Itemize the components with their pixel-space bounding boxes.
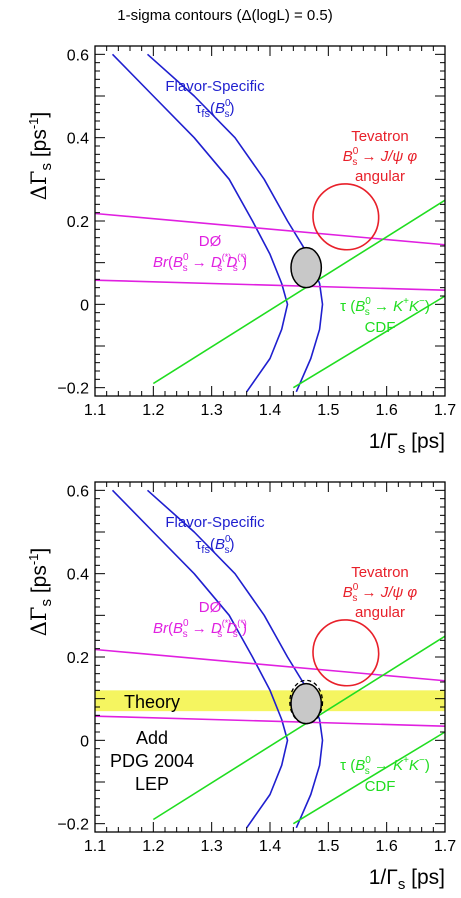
tevatron-ellipse <box>312 183 380 251</box>
flavor-specific-outer-curve <box>146 53 324 393</box>
x-tick-label: 1.2 <box>142 402 164 419</box>
x-tick-label: 1.5 <box>317 402 339 419</box>
y-tick-label: 0.4 <box>67 567 89 584</box>
x-tick-label: 1.6 <box>376 402 398 419</box>
y-tick-label: 0.6 <box>67 47 89 64</box>
cdf-upper-line <box>152 199 445 385</box>
tevatron-label: Tevatron <box>351 128 409 145</box>
cdf-label: CDF <box>365 319 396 336</box>
plot-area <box>95 53 445 393</box>
cdf-decay-label: τ (B0 s → K+K−) <box>340 296 430 318</box>
tau-fs-label: τfs(B0 s) <box>195 98 234 120</box>
ticks <box>94 45 446 397</box>
tau-fs-label: τfs(B0 s) <box>195 534 234 556</box>
y-tick-label: 0 <box>80 297 89 314</box>
theory-band <box>95 690 445 712</box>
flavor-specific-outer-curve <box>146 489 324 829</box>
pdg-2004-label: PDG 2004 <box>110 751 194 771</box>
tevatron-ellipse <box>312 619 380 687</box>
cdf-lower-line <box>292 295 445 389</box>
tevatron-angular-label: angular <box>355 168 405 185</box>
x-tick-label: 1.2 <box>142 838 164 855</box>
d0-label: DØ <box>199 599 222 616</box>
d0-lower-line <box>95 279 445 291</box>
tevatron-decay-label: B0 s → J/ψ φ <box>343 582 418 604</box>
x-tick-label: 1.1 <box>84 402 106 419</box>
cdf-label: CDF <box>365 778 396 795</box>
d0-br-label: Br(B0 s → D(*) s D(*) s ) <box>153 252 247 274</box>
cdf-decay-label: τ (B0 s → K+K−) <box>340 755 430 777</box>
x-tick-label: 1.7 <box>434 838 456 855</box>
lep-label: LEP <box>135 774 169 794</box>
x-axis-label: 1/Γs [ps] <box>369 866 445 893</box>
panel-top: 1.1 1.2 1.3 1.4 1.5 1.6 1.7 −0.2 0 0.2 0.4 0.6 1/Γs … <box>26 45 456 457</box>
x-axis-label: 1/Γs [ps] <box>369 430 445 457</box>
x-tick-label: 1.4 <box>259 838 281 855</box>
d0-label: DØ <box>199 233 222 250</box>
y-tick-label: 0.4 <box>67 131 89 148</box>
page-title: 1-sigma contours (Δ(logL) = 0.5) <box>117 7 333 24</box>
y-tick-label: −0.2 <box>57 381 89 398</box>
x-tick-label: 1.3 <box>201 402 223 419</box>
x-tick-label: 1.5 <box>317 838 339 855</box>
plot-area <box>95 489 445 829</box>
x-tick-label: 1.6 <box>376 838 398 855</box>
y-tick-label: 0.2 <box>67 650 89 667</box>
cdf-lower-line <box>292 731 445 825</box>
add-label: Add <box>136 728 168 748</box>
y-tick-label: 0.6 <box>67 483 89 500</box>
y-axis-label: ΔΓs [ps-1] <box>26 112 55 201</box>
tevatron-angular-label: angular <box>355 604 405 621</box>
tevatron-decay-label: B0 s → J/ψ φ <box>343 146 418 168</box>
tevatron-label: Tevatron <box>351 564 409 581</box>
d0-br-label: Br(B0 s → D(*) s D(*) s ) <box>153 618 247 640</box>
x-tick-label: 1.4 <box>259 402 281 419</box>
flavor-specific-inner-curve <box>111 53 289 393</box>
d0-upper-line <box>95 212 445 246</box>
combined-fit-ellipse <box>290 246 323 289</box>
flavor-specific-label: Flavor-Specific <box>165 78 265 95</box>
flavor-specific-inner-curve <box>111 489 289 829</box>
y-tick-label: 0 <box>80 733 89 750</box>
x-tick-label: 1.1 <box>84 838 106 855</box>
panel-bottom: 1.1 1.2 1.3 1.4 1.5 1.6 1.7 −0.2 0 0.2 0.4 0.6 1/Γs … <box>26 481 456 893</box>
cdf-upper-line <box>152 635 445 821</box>
d0-upper-line <box>95 648 445 682</box>
flavor-specific-label: Flavor-Specific <box>165 514 265 531</box>
plot-frame <box>94 45 446 397</box>
d0-lower-line <box>95 715 445 727</box>
y-tick-label: −0.2 <box>57 817 89 834</box>
theory-label: Theory <box>124 692 180 712</box>
add-pdg-lep-ellipse <box>289 679 324 725</box>
x-tick-label: 1.7 <box>434 402 456 419</box>
x-tick-label: 1.3 <box>201 838 223 855</box>
ticks <box>94 481 446 833</box>
y-axis-label: ΔΓs [ps-1] <box>26 548 55 637</box>
y-tick-label: 0.2 <box>67 214 89 231</box>
